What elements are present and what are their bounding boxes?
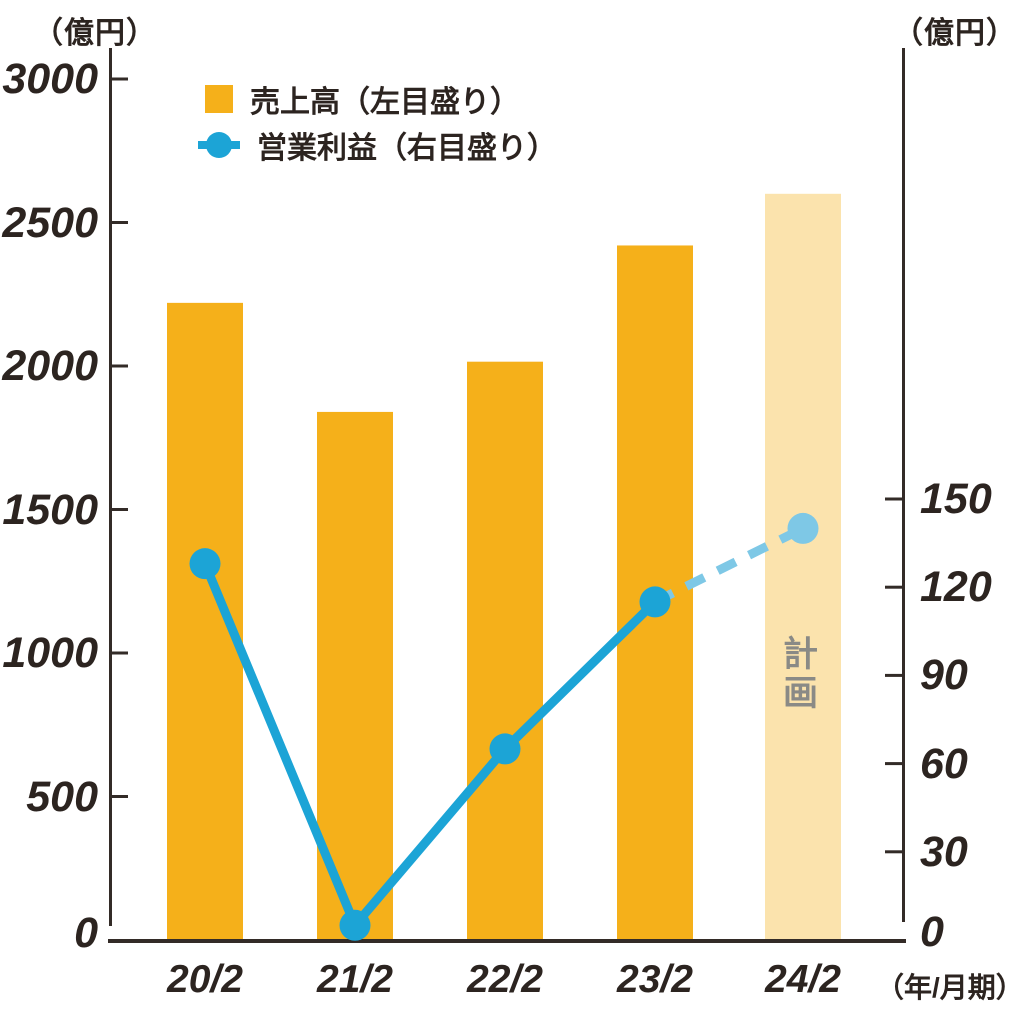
left-axis-tick — [110, 221, 128, 224]
left-axis-tick-label: 0 — [74, 909, 98, 957]
legend-row-profit: 営業利益（右目盛り） — [198, 131, 557, 165]
profit-line-plan-dashed — [652, 524, 806, 606]
right-axis-tick — [885, 673, 903, 677]
x-axis-category-label: 23/2 — [617, 958, 693, 1001]
x-axis-category-label: 20/2 — [167, 958, 243, 1001]
profit-line — [200, 559, 660, 930]
profit-point — [639, 586, 671, 618]
bar-plan — [765, 193, 841, 943]
profit-point — [189, 548, 221, 580]
plan-label-char: 計 — [783, 635, 819, 674]
left-axis-tick-label: 3000 — [2, 55, 98, 103]
right-axis-tick — [885, 762, 903, 766]
sales-legend-label: 売上高（左目盛り） — [250, 86, 520, 119]
plan-label-char: 画 — [783, 673, 819, 713]
legend-dot-glyph — [206, 132, 232, 158]
left-axis-tick — [110, 364, 128, 368]
right-axis-tick — [885, 585, 903, 589]
profit-point — [489, 733, 521, 765]
left-axis-tick-label: 1000 — [2, 629, 98, 677]
profit-point-plan — [787, 512, 819, 544]
right-axis-tick-label: 150 — [920, 475, 992, 523]
right-axis-tick-label: 90 — [920, 651, 968, 700]
profit-legend-label: 営業利益（右目盛り） — [257, 132, 557, 165]
x-axis-category-label: 22/2 — [467, 958, 543, 1001]
bar — [467, 361, 543, 942]
x-axis-category-label: 24/2 — [765, 958, 841, 1001]
left-axis-unit-label: （億円） — [33, 17, 157, 50]
right-axis-tick-label: 120 — [920, 563, 992, 612]
plan-label: 計画 — [783, 635, 819, 713]
legend: 売上高（左目盛り） 営業利益（右目盛り） — [198, 85, 557, 177]
left-axis-tick — [110, 795, 128, 798]
right-axis-tick-label: 60 — [920, 739, 968, 788]
right-axis-line — [902, 48, 905, 922]
x-axis-unit-label: （年/月期） — [876, 972, 1024, 1003]
left-axis-tick — [110, 508, 128, 511]
right-axis-tick-label: 0 — [920, 908, 944, 956]
profit-legend-marker-icon — [198, 131, 240, 159]
left-axis-tick-label: 1500 — [2, 485, 98, 534]
left-axis-line — [109, 48, 112, 926]
left-axis-tick-label: 500 — [26, 772, 98, 821]
left-axis-tick — [110, 77, 128, 81]
right-axis-unit-label: （億円） — [893, 17, 1017, 50]
legend-row-sales: 売上高（左目盛り） — [198, 85, 557, 119]
right-axis-tick-label: 30 — [920, 827, 968, 876]
left-axis-tick — [110, 651, 128, 655]
left-axis-tick-label: 2000 — [2, 342, 98, 390]
x-axis-category-label: 21/2 — [317, 958, 393, 1001]
right-axis-tick — [885, 850, 903, 854]
left-axis-tick-label: 2500 — [2, 198, 98, 247]
sales-legend-swatch-icon — [205, 85, 233, 113]
right-axis-tick — [885, 497, 903, 501]
x-axis-baseline — [108, 939, 906, 943]
profit-point — [339, 909, 371, 941]
